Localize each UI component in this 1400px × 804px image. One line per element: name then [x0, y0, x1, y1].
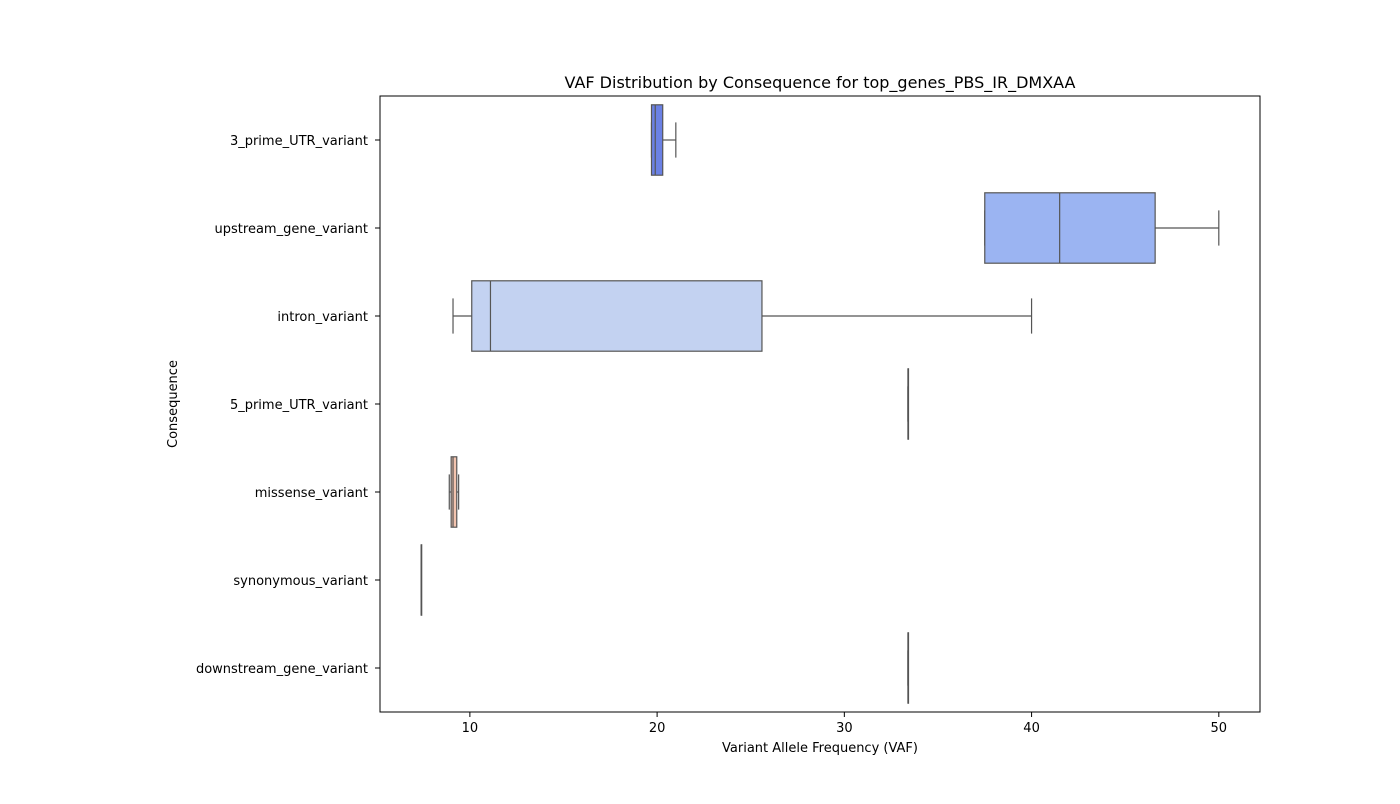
x-tick-label: 10: [462, 721, 479, 736]
x-tick-label: 20: [649, 721, 666, 736]
x-tick-label: 50: [1211, 721, 1228, 736]
box-downstream-gene-variant: [907, 632, 910, 704]
box-iqr: [450, 456, 458, 528]
y-tick-label: upstream_gene_variant: [215, 222, 368, 237]
x-tick-label: 30: [836, 721, 853, 736]
box-synonymous-variant: [420, 544, 423, 616]
plot-frame: [379, 95, 1261, 713]
plot-area: [420, 104, 1220, 704]
x-axis-label: Variant Allele Frequency (VAF): [722, 741, 918, 756]
y-tick-label: missense_variant: [255, 486, 368, 501]
y-tick-label: 5_prime_UTR_variant: [230, 398, 368, 413]
x-tick-label: 40: [1023, 721, 1040, 736]
y-tick-label: downstream_gene_variant: [196, 662, 368, 677]
y-axis-label: Consequence: [166, 360, 181, 448]
box-5-prime-UTR-variant: [907, 368, 910, 440]
box-intron-variant: [452, 280, 1033, 352]
chart-title: VAF Distribution by Consequence for top_…: [565, 73, 1076, 93]
y-tick-label: intron_variant: [277, 310, 368, 325]
box-iqr: [471, 280, 763, 352]
box-upstream-gene-variant: [984, 192, 1220, 264]
box-3-prime-UTR-variant: [650, 104, 677, 176]
box-iqr: [650, 104, 664, 176]
box-missense-variant: [448, 456, 460, 528]
x-axis: 10 20 30 40 50: [462, 712, 1227, 736]
y-tick-label: synonymous_variant: [233, 574, 368, 589]
box-iqr: [984, 192, 1156, 264]
y-axis: 3_prime_UTR_variant upstream_gene_variant…: [196, 134, 380, 677]
y-tick-label: 3_prime_UTR_variant: [230, 134, 368, 149]
